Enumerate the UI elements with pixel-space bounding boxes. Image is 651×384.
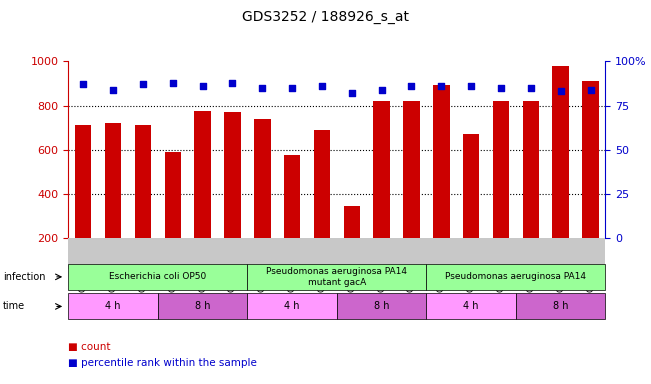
Bar: [314, 130, 330, 282]
Text: time: time: [3, 301, 25, 311]
Point: [317, 83, 327, 89]
Point: [78, 81, 89, 88]
Point: [346, 90, 357, 96]
Bar: [374, 101, 390, 282]
Bar: [195, 111, 211, 282]
Bar: [105, 123, 121, 282]
Bar: [344, 205, 360, 282]
Bar: [135, 125, 151, 282]
Point: [167, 79, 178, 86]
Point: [287, 85, 298, 91]
Point: [406, 83, 417, 89]
Bar: [493, 101, 509, 282]
Bar: [523, 101, 539, 282]
Text: 8 h: 8 h: [195, 301, 210, 311]
Bar: [75, 126, 92, 282]
Text: ■ count: ■ count: [68, 342, 111, 352]
Point: [138, 81, 148, 88]
Bar: [284, 155, 300, 282]
Text: 4 h: 4 h: [105, 301, 121, 311]
Point: [108, 87, 118, 93]
Point: [496, 85, 506, 91]
Bar: [463, 134, 479, 282]
Text: 8 h: 8 h: [553, 301, 568, 311]
Bar: [582, 81, 599, 282]
Point: [227, 79, 238, 86]
Text: Pseudomonas aeruginosa PA14
mutant gacA: Pseudomonas aeruginosa PA14 mutant gacA: [266, 267, 408, 286]
Text: infection: infection: [3, 272, 46, 282]
Bar: [165, 152, 181, 282]
Bar: [254, 119, 271, 282]
Point: [466, 83, 477, 89]
Point: [555, 88, 566, 94]
Text: GDS3252 / 188926_s_at: GDS3252 / 188926_s_at: [242, 10, 409, 23]
Bar: [553, 66, 569, 282]
Point: [525, 85, 536, 91]
Point: [197, 83, 208, 89]
Point: [257, 85, 268, 91]
Bar: [403, 101, 420, 282]
Point: [436, 83, 447, 89]
Bar: [433, 84, 450, 282]
Text: 4 h: 4 h: [284, 301, 300, 311]
Text: 4 h: 4 h: [464, 301, 479, 311]
Text: Pseudomonas aeruginosa PA14: Pseudomonas aeruginosa PA14: [445, 272, 587, 281]
Bar: [224, 113, 241, 282]
Text: ■ percentile rank within the sample: ■ percentile rank within the sample: [68, 358, 257, 368]
Text: 8 h: 8 h: [374, 301, 389, 311]
Text: Escherichia coli OP50: Escherichia coli OP50: [109, 272, 206, 281]
Point: [585, 87, 596, 93]
Point: [376, 87, 387, 93]
